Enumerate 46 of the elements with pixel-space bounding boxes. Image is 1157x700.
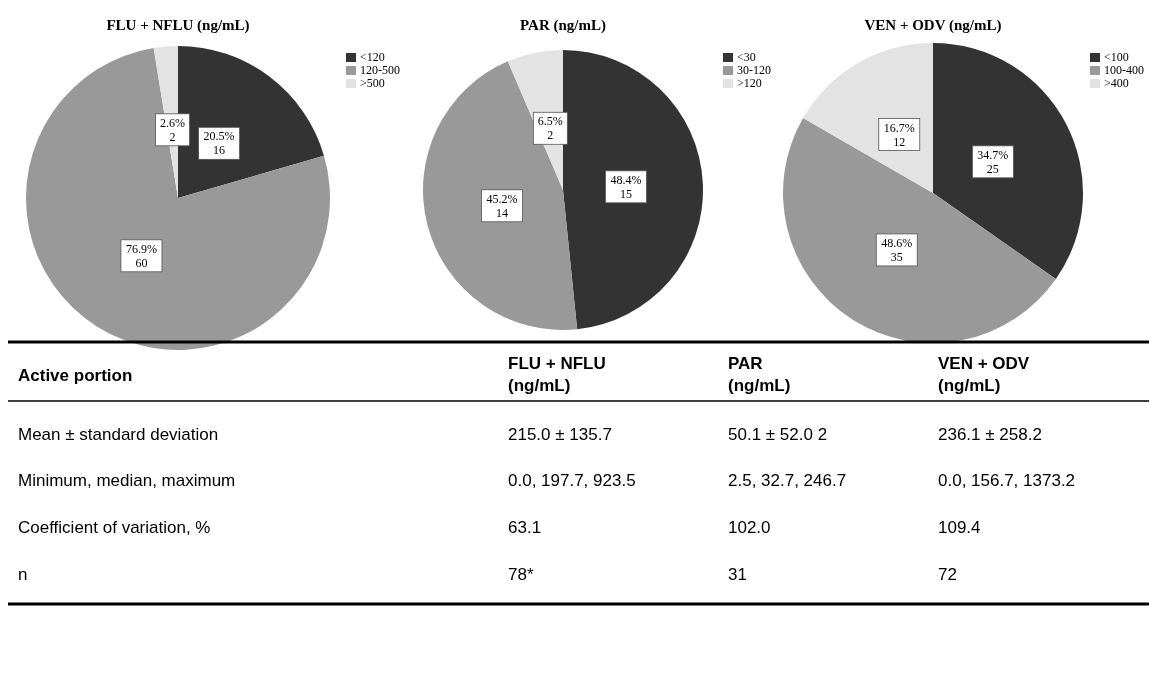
legend-label: >400: [1104, 76, 1129, 90]
category-label: PAR (ng/mL): [728, 354, 791, 395]
legend-label: <100: [1104, 50, 1129, 64]
text: 50.1 ± 52.0 2: [728, 425, 828, 444]
category-label: Mean ± standard deviation: [18, 425, 219, 444]
text: 72: [938, 565, 957, 584]
category-label: Minimum, median, maximum: [18, 471, 236, 490]
text: 109.4: [938, 518, 981, 537]
data-label: 76.9% 60: [125, 241, 157, 270]
text: 0.0, 156.7, 1373.2: [938, 471, 1076, 490]
legend-label: >500: [360, 76, 385, 90]
chart-title: PAR (ng/mL): [520, 17, 606, 34]
legend-label: <120: [360, 50, 385, 64]
category-label: FLU + NFLU (ng/mL): [508, 354, 606, 395]
text: 0.0, 197.7, 923.5: [508, 471, 636, 490]
text: 63.1: [508, 518, 542, 537]
data-label: 16.7% 12: [883, 120, 915, 149]
data-label: 20.5% 16: [203, 129, 235, 158]
pie-slice: [26, 47, 330, 350]
legend-label: >120: [737, 76, 762, 90]
text: 78*: [508, 565, 534, 584]
data-label: 48.6% 35: [881, 235, 913, 264]
legend-label: <30: [737, 50, 756, 64]
category-label: VEN + ODV (ng/mL): [938, 354, 1030, 395]
data-label: 48.4% 15: [610, 172, 642, 201]
text: 31: [728, 565, 747, 584]
chart-title: VEN + ODV (ng/mL): [864, 17, 1002, 34]
legend-label: 100-400: [1104, 63, 1144, 77]
data-label: 2.6% 2: [160, 115, 185, 144]
chart-title: FLU + NFLU (ng/mL): [106, 17, 250, 34]
text: 102.0: [728, 518, 771, 537]
pie-slice: [783, 118, 1056, 343]
pie-slice: [933, 43, 1083, 280]
text: Active portion: [18, 366, 133, 385]
category-label: n: [18, 565, 28, 584]
data-label: 34.7% 25: [977, 147, 1009, 176]
legend-label: 30-120: [737, 63, 771, 77]
pie-slice: [423, 61, 578, 330]
data-label: 6.5% 2: [537, 114, 563, 143]
text: 236.1 ± 258.2: [938, 425, 1042, 444]
category-label: Coefficient of variation, %: [18, 518, 211, 537]
pie-slice: [563, 50, 703, 330]
data-label: 45.2% 14: [486, 191, 518, 220]
legend-label: 120-500: [360, 63, 400, 77]
text: 215.0 ± 135.7: [508, 425, 612, 444]
text: 2.5, 32.7, 246.7: [728, 471, 847, 490]
